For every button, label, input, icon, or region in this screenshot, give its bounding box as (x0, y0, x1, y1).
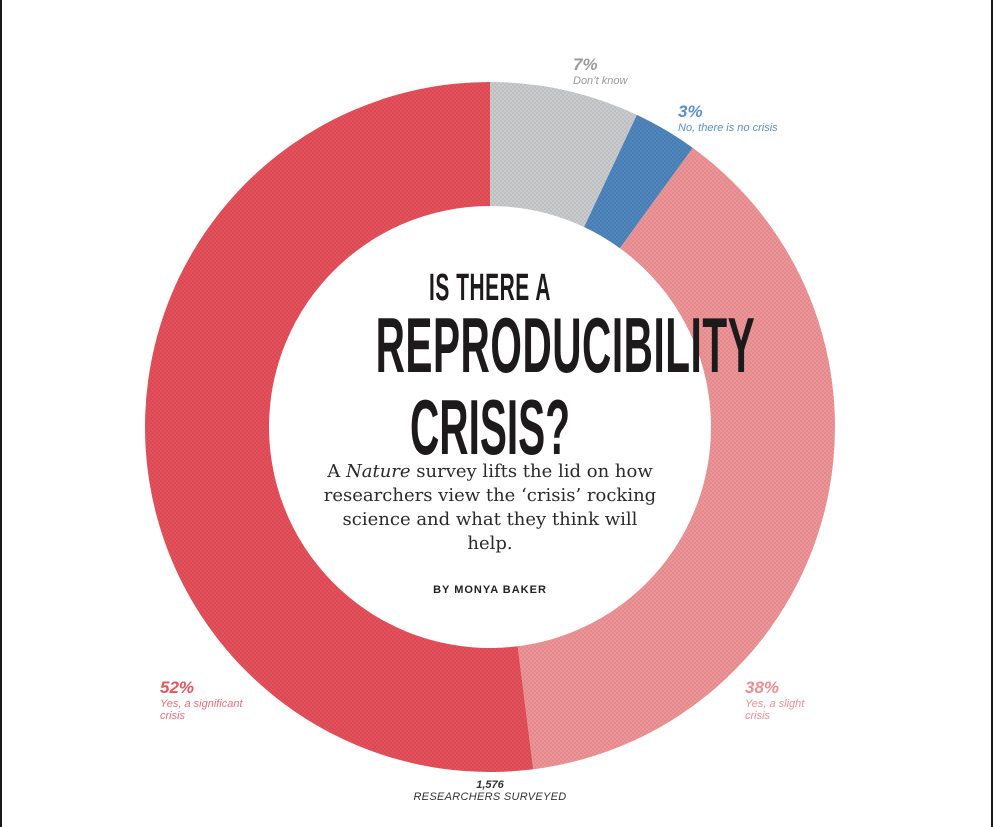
headline-line-1: IS THERE A (428, 267, 552, 309)
sample-size-count: 1,576 (476, 779, 504, 791)
standfirst-pre: A (327, 461, 346, 482)
page-border-right (991, 0, 993, 827)
label-no-crisis-text: No, there is no crisis (678, 121, 778, 134)
standfirst: A Nature survey lifts the lid on how res… (320, 460, 660, 556)
sample-size-caption: RESEARCHERS SURVEYED (413, 791, 567, 804)
label-significant-text-2: crisis (160, 709, 186, 722)
label-no-crisis-pct: 3% (678, 102, 703, 121)
slice-texture-don-t-know (490, 82, 637, 228)
label-significant-crisis: 52% Yes, a significant crisis (160, 678, 243, 722)
sample-size: 1,576 RESEARCHERS SURVEYED (380, 779, 600, 803)
label-dont-know-text: Don’t know (573, 74, 628, 87)
label-significant-pct: 52% (160, 678, 195, 697)
byline: BY MONYA BAKER (433, 584, 547, 596)
label-dont-know: 7% Don’t know (573, 55, 628, 87)
slice-texture-yes-a-slight-crisis (517, 147, 836, 770)
label-slight-text-2: crisis (745, 709, 771, 722)
standfirst-post: survey lifts the lid on how researchers … (323, 461, 657, 554)
label-no-crisis: 3% No, there is no crisis (678, 102, 778, 134)
label-slight-text-1: Yes, a slight (745, 697, 805, 710)
label-slight-crisis: 38% Yes, a slight crisis (745, 678, 805, 722)
slice-texture-yes-a-significant-crisis (145, 82, 534, 772)
label-slight-pct: 38% (745, 678, 780, 697)
standfirst-publication: Nature (345, 461, 411, 482)
label-dont-know-pct: 7% (573, 55, 598, 74)
headline-line-2: REPRODUCIBILITY (375, 301, 756, 389)
label-significant-text-1: Yes, a significant (160, 697, 243, 710)
page-border-left (0, 0, 2, 827)
headline-line-3: CRISIS? (409, 383, 570, 471)
slice-texture-no-there-is-no-crisis (584, 114, 693, 249)
